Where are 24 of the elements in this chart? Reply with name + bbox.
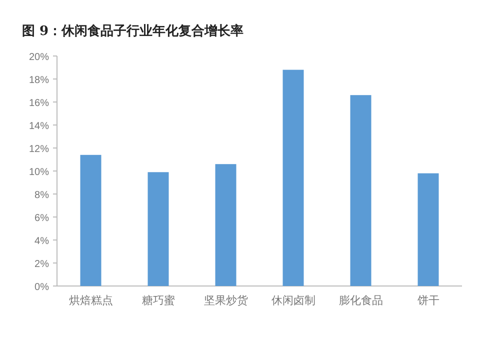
x-tick-label: 坚果炒货	[204, 295, 248, 307]
x-tick-label: 糖巧蜜	[142, 294, 175, 307]
bar	[148, 172, 169, 286]
y-tick-label: 6%	[34, 213, 50, 224]
bar	[80, 154, 102, 286]
y-tick-label: 14%	[28, 121, 50, 132]
y-tick-label: 12%	[28, 144, 50, 155]
y-tick-label: 0%	[34, 282, 50, 293]
chart-title: 图 9：休闲食品子行业年化复合增长率	[22, 23, 244, 39]
bar	[350, 95, 372, 286]
y-tick-label: 10%	[28, 167, 50, 178]
bar	[215, 164, 236, 286]
y-tick-label: 4%	[34, 236, 50, 247]
x-tick-label: 饼干	[416, 294, 440, 307]
y-tick-label: 2%	[34, 259, 50, 270]
y-tick-label: 8%	[34, 190, 50, 201]
y-tick-label: 16%	[28, 98, 50, 109]
y-tick-label: 18%	[28, 75, 50, 86]
x-tick-label: 烘焙糕点	[68, 294, 113, 307]
x-tick-label: 膨化食品	[338, 294, 383, 307]
bar	[418, 173, 439, 286]
y-tick-label: 20%	[28, 52, 50, 63]
bar	[282, 70, 304, 286]
x-tick-label: 休闲卤制	[271, 294, 316, 307]
